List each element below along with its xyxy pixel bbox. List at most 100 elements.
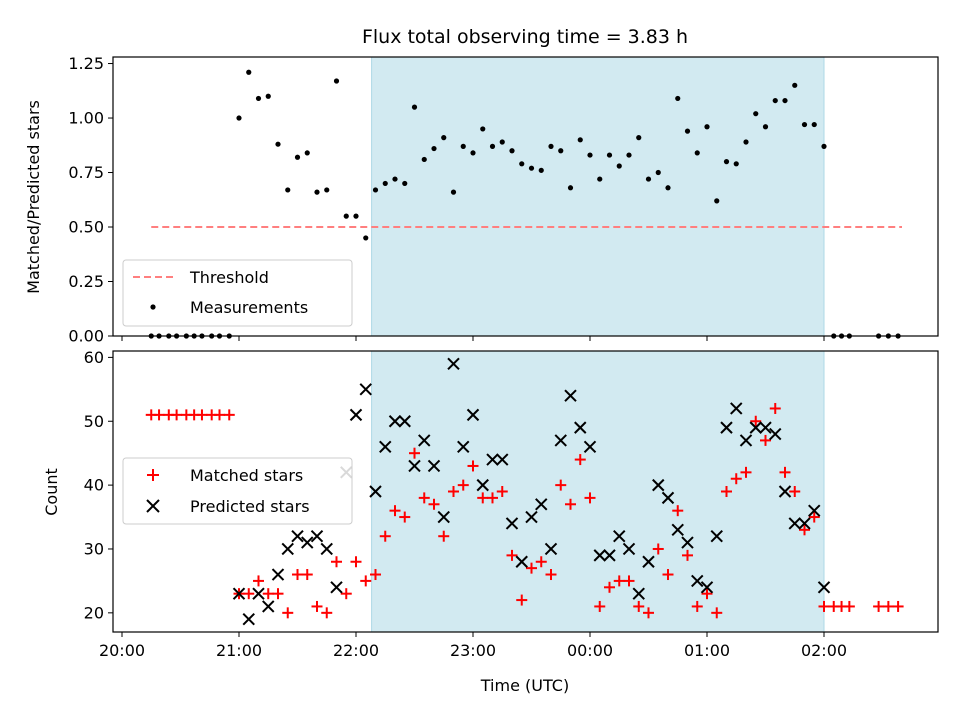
predicted-star-point: [603, 549, 616, 562]
top-y-tick-label: 0.25: [68, 272, 104, 291]
predicted-star-point: [359, 383, 372, 396]
predicted-star-point: [642, 555, 655, 568]
predicted-star-point: [778, 485, 792, 498]
predicted-star-point: [671, 523, 684, 537]
predicted-star-point: [700, 581, 714, 594]
top-y-tick-label: 0.00: [68, 327, 104, 346]
bottom-y-tick-label: 60: [84, 348, 104, 367]
top-observing-window: [371, 57, 824, 336]
matched-star-point: [584, 492, 596, 504]
matched-star-point: [438, 530, 450, 542]
measurement-point: [782, 97, 788, 104]
measurement-point: [704, 124, 710, 130]
matched-star-point: [272, 588, 284, 600]
matched-star-point: [467, 460, 479, 472]
measurement-point: [489, 143, 496, 149]
matched-star-point: [311, 600, 323, 612]
x-axis-label: Time (UTC): [480, 676, 569, 695]
matched-star-point: [282, 607, 294, 619]
matched-star-point: [428, 498, 440, 510]
measurement-point: [314, 189, 320, 195]
matched-star-point: [389, 505, 401, 517]
predicted-star-point: [720, 421, 733, 434]
measurement-point: [480, 126, 486, 132]
predicted-star-point: [515, 555, 528, 568]
predicted-star-point: [476, 478, 489, 492]
matched-star-point: [740, 466, 752, 478]
measurement-point: [519, 161, 525, 167]
predicted-star-point: [817, 581, 831, 594]
bottom-y-tick-label: 40: [84, 476, 104, 495]
matched-star-point: [701, 588, 713, 600]
matched-star-point: [223, 409, 235, 421]
top-y-tick-label: 1.00: [68, 109, 104, 128]
predicted-star-point: [505, 517, 519, 530]
predicted-star-point: [418, 434, 431, 447]
legend-measurements-label: Measurements: [190, 298, 308, 317]
matched-star-point: [799, 524, 810, 536]
bottom-y-tick-label: 20: [84, 603, 104, 622]
bottom-panel-frame: [112, 350, 939, 633]
predicted-star-point: [632, 587, 645, 600]
matched-star-point: [262, 588, 274, 600]
predicted-star-point: [291, 529, 304, 543]
measurement-point: [577, 137, 583, 143]
measurement-point: [714, 198, 720, 204]
matched-star-point: [418, 492, 430, 504]
matched-star-point: [613, 575, 625, 587]
predicted-star-point: [739, 434, 753, 447]
matched-star-point: [457, 479, 469, 491]
predicted-star-point: [798, 517, 811, 530]
matched-star-point: [682, 549, 693, 561]
matched-star-point: [409, 447, 420, 459]
predicted-star-point: [281, 542, 294, 556]
measurement-point: [421, 156, 427, 163]
predicted-star-point: [486, 453, 499, 466]
measurement-point: [548, 143, 554, 149]
predicted-star-point: [398, 415, 411, 428]
bottom-legend: Matched stars Predicted stars: [122, 457, 353, 525]
measurement-point: [616, 163, 622, 169]
matched-star-point: [574, 454, 586, 466]
predicted-star-point: [554, 434, 567, 447]
measurement-point: [684, 128, 691, 134]
measurement-point: [636, 135, 642, 141]
matched-star-point: [711, 607, 723, 619]
measurement-point: [762, 124, 769, 130]
measurement-point: [236, 115, 242, 121]
measurement-point: [597, 176, 603, 182]
predicted-star-point: [379, 440, 392, 454]
measurement-point: [411, 104, 418, 110]
predicted-star-point: [691, 574, 704, 588]
top-y-tick-label: 0.75: [68, 163, 104, 182]
top-y-tick-label: 0.50: [68, 218, 104, 237]
matched-star-point: [153, 409, 165, 421]
predicted-star-point: [349, 408, 363, 422]
matched-star-point: [760, 434, 771, 446]
measurement-point: [801, 121, 808, 128]
matched-star-point: [399, 511, 411, 523]
measurement-point: [372, 187, 379, 193]
measurement-point: [665, 185, 671, 191]
predicted-star-point: [730, 402, 743, 415]
measurement-point: [626, 152, 632, 158]
matched-star-point: [594, 600, 606, 612]
matched-star-point: [750, 415, 762, 427]
matched-star-point: [477, 492, 489, 504]
predicted-star-point: [710, 529, 723, 543]
predicted-star-point: [271, 568, 285, 581]
predicted-star-point: [447, 357, 460, 370]
matched-star-point: [555, 479, 567, 491]
matched-star-point: [379, 530, 391, 542]
measurement-point: [694, 150, 700, 156]
measurement-point: [821, 143, 827, 149]
matched-star-point: [340, 588, 352, 600]
predicted-star-point: [593, 549, 606, 562]
matched-star-point: [292, 569, 303, 581]
predicted-star-point: [369, 485, 382, 498]
measurement-point: [753, 111, 759, 117]
top-y-axis-label: Matched/Predicted stars: [24, 100, 43, 294]
predicted-star-point: [681, 536, 694, 549]
predicted-star-point: [535, 498, 548, 511]
